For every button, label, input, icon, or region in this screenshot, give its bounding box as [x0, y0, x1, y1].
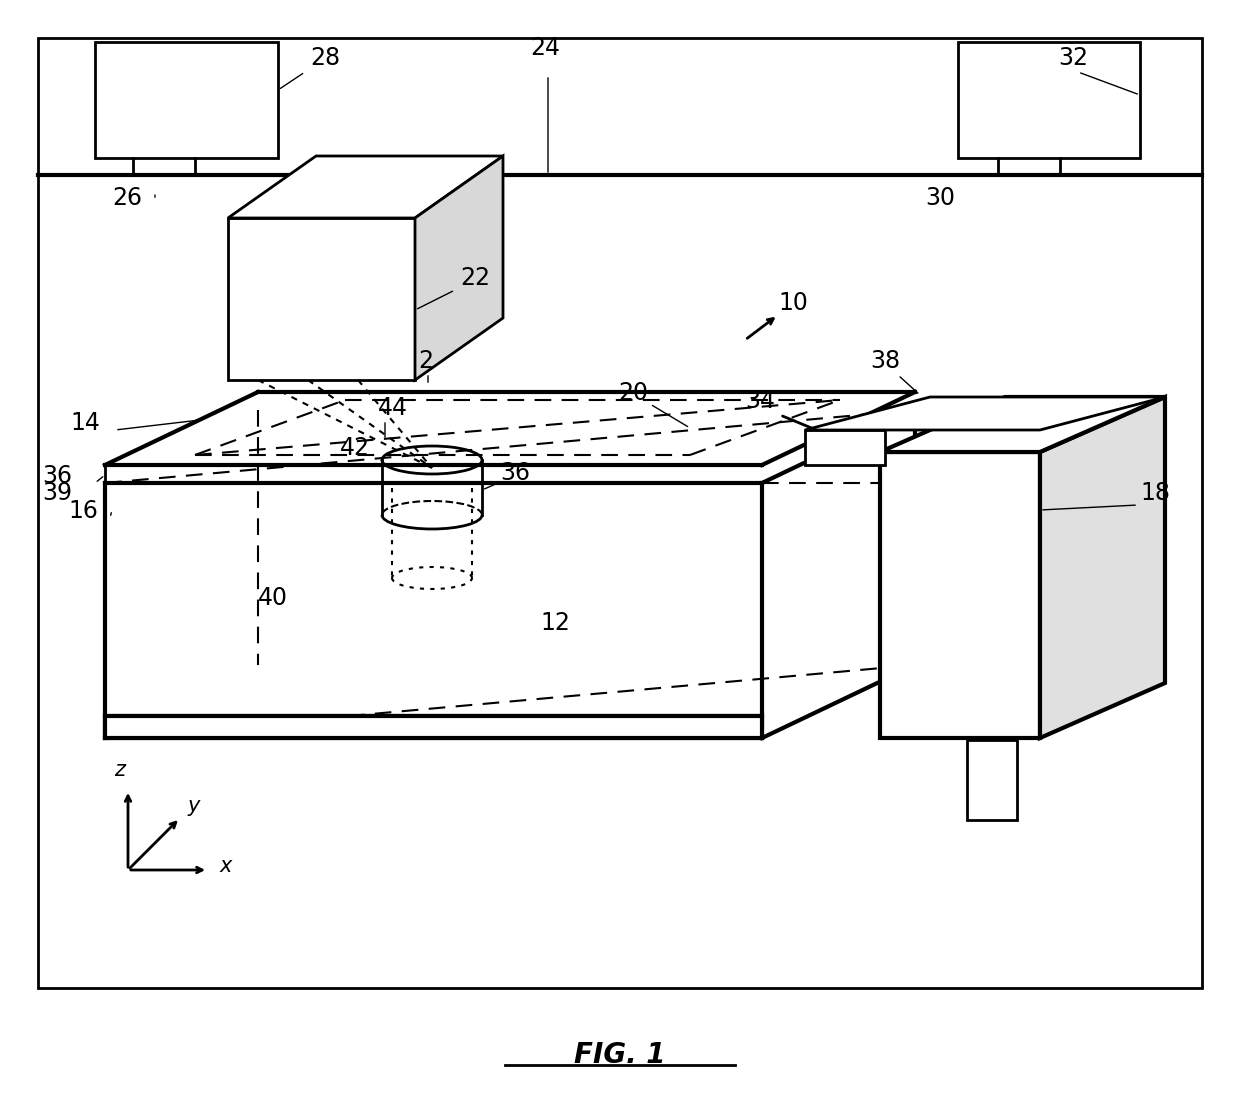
Polygon shape: [880, 397, 1166, 453]
Text: 16: 16: [68, 500, 98, 522]
Text: 36: 36: [42, 465, 72, 487]
Text: 39: 39: [42, 481, 72, 505]
Text: 22: 22: [460, 266, 490, 290]
Text: 42: 42: [340, 436, 370, 460]
Bar: [959, 42, 1140, 158]
Text: 14: 14: [69, 411, 100, 435]
Text: 36: 36: [500, 461, 529, 485]
Bar: [38, 38, 1202, 988]
Text: 32: 32: [1058, 46, 1087, 70]
Text: 44: 44: [378, 396, 408, 420]
Bar: [805, 430, 885, 465]
Text: 28: 28: [310, 46, 340, 70]
Text: 26: 26: [112, 186, 143, 210]
Polygon shape: [1040, 397, 1166, 738]
Text: FIG. 1: FIG. 1: [574, 1041, 666, 1069]
Bar: [105, 716, 763, 738]
Bar: [95, 42, 278, 158]
Polygon shape: [415, 156, 503, 380]
Bar: [967, 740, 1017, 820]
Text: x: x: [219, 856, 232, 875]
Bar: [880, 453, 1040, 738]
Text: 30: 30: [925, 186, 955, 210]
Text: 18: 18: [1140, 481, 1171, 505]
Text: 20: 20: [618, 381, 649, 406]
Text: y: y: [188, 796, 201, 816]
Text: 2: 2: [418, 349, 433, 373]
Text: 10: 10: [777, 291, 808, 315]
Polygon shape: [228, 218, 415, 380]
Text: 12: 12: [539, 611, 570, 635]
Polygon shape: [805, 397, 1166, 430]
Text: 38: 38: [870, 349, 900, 373]
Text: z: z: [114, 760, 125, 780]
Text: 24: 24: [529, 36, 560, 60]
Text: 40: 40: [258, 586, 288, 610]
Text: 34: 34: [745, 389, 775, 413]
Polygon shape: [228, 156, 503, 218]
